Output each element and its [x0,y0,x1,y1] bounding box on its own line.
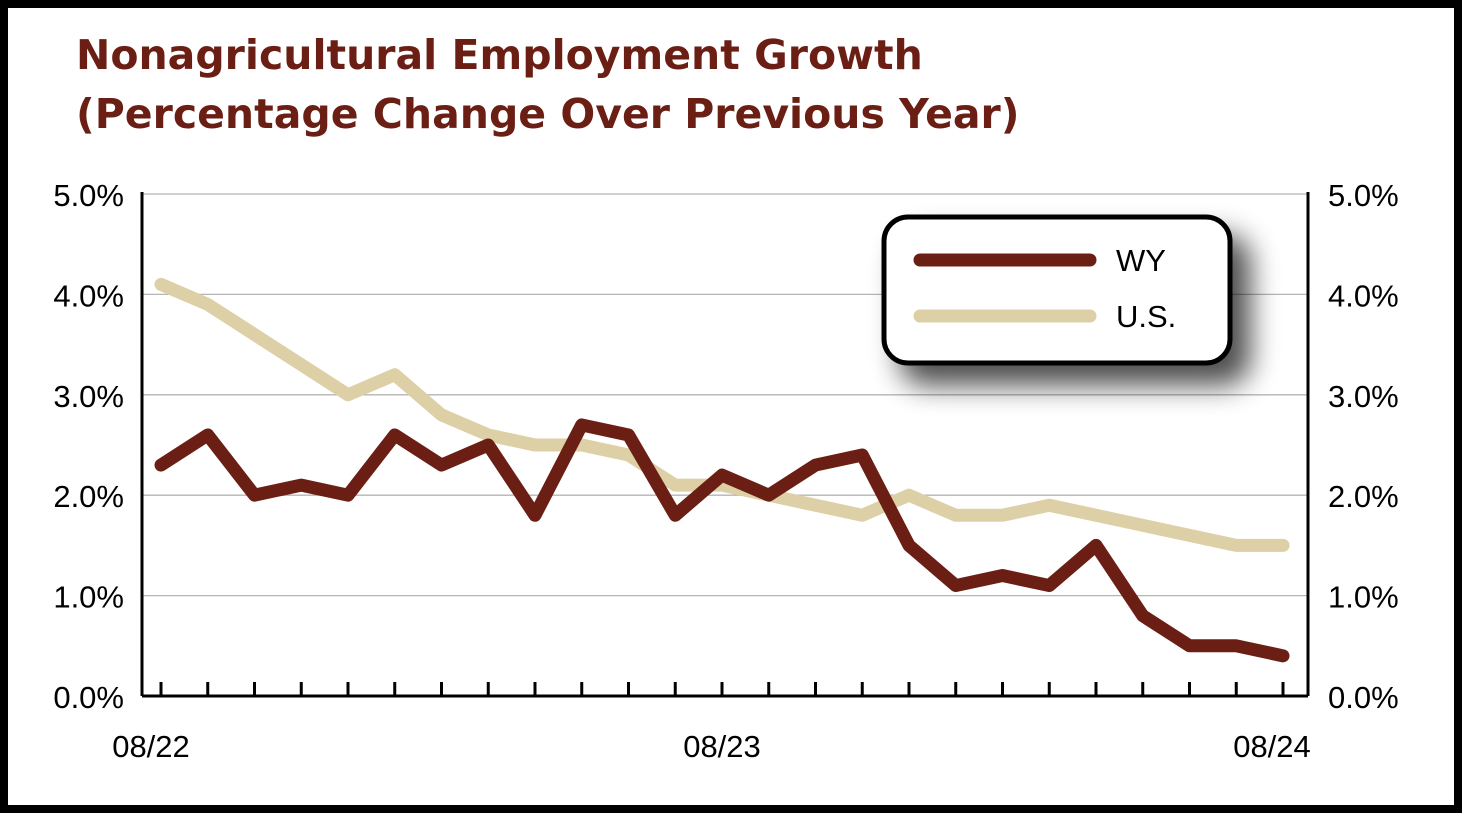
x-tick-label: 08/22 [112,729,190,764]
y-tick-label-right: 1.0% [1328,580,1399,615]
y-tick-label-left: 2.0% [53,479,124,514]
series-line-wy [154,418,1290,663]
chart-title-line2: (Percentage Change Over Previous Year) [76,90,1020,138]
x-tick-label: 08/24 [1233,729,1311,764]
y-tick-label-right: 0.0% [1328,680,1399,715]
y-axis-right-ticks: 0.0% 1.0% 2.0% 3.0% 4.0% 5.0% [1328,178,1399,715]
x-axis-ticks: 08/22 08/23 08/24 [112,682,1311,764]
y-tick-label-left: 3.0% [53,379,124,414]
y-tick-label-left: 1.0% [53,580,124,615]
x-tick-label: 08/23 [683,729,761,764]
chart-frame: Nonagricultural Employment Growth (Perce… [8,8,1454,805]
y-tick-label-left: 0.0% [53,680,124,715]
y-tick-label-right: 5.0% [1328,178,1399,213]
chart-title-line1: Nonagricultural Employment Growth [76,31,923,79]
axes [140,192,1310,698]
chart: Nonagricultural Employment Growth (Perce… [53,31,1399,764]
y-tick-label-right: 4.0% [1328,278,1399,313]
legend: WY U.S. [881,214,1233,366]
y-tick-label-left: 4.0% [53,278,124,313]
legend-box [881,214,1233,366]
y-tick-label-left: 5.0% [53,178,124,213]
series-line-us [154,277,1290,552]
y-axis-left-ticks: 0.0% 1.0% 2.0% 3.0% 4.0% 5.0% [53,178,124,715]
legend-label-wy: WY [1116,243,1166,278]
series-lines [154,277,1290,663]
y-tick-label-right: 3.0% [1328,379,1399,414]
legend-label-us: U.S. [1116,299,1176,334]
y-tick-label-right: 2.0% [1328,479,1399,514]
